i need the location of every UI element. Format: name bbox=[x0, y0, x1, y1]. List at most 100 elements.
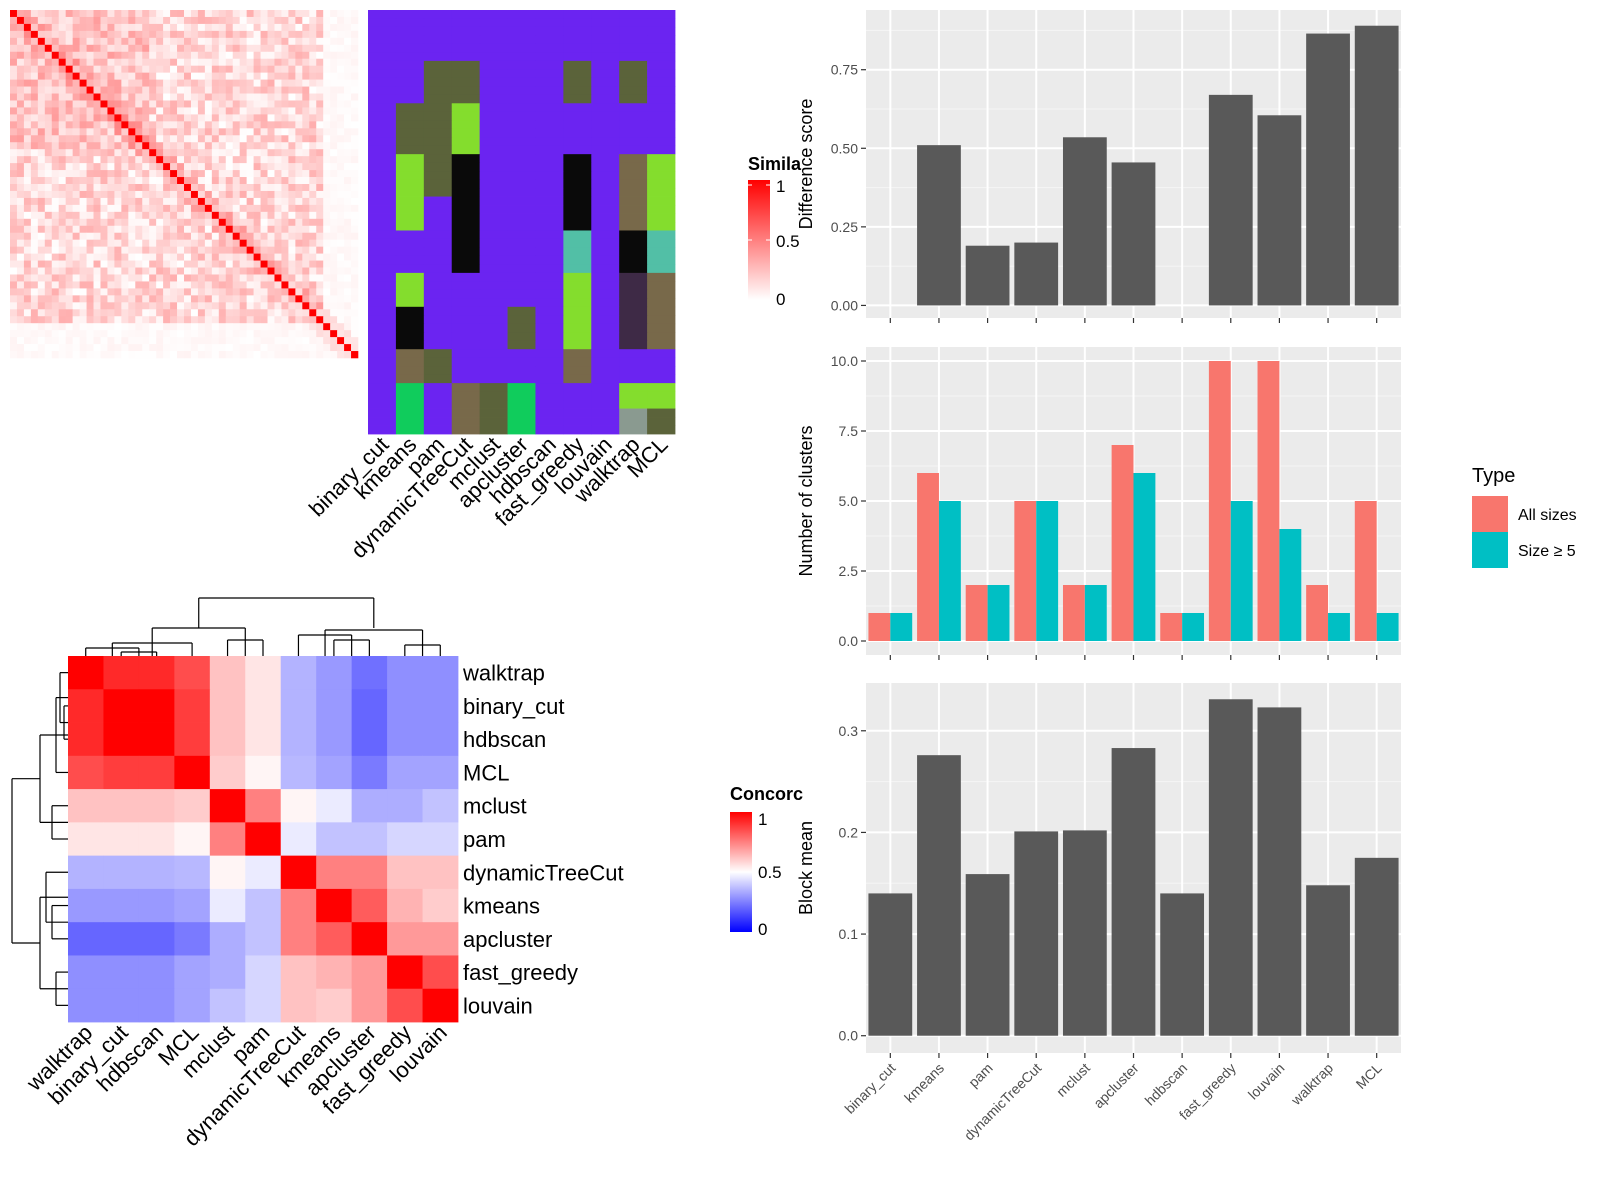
similarity-cell bbox=[79, 135, 87, 143]
similarity-cell bbox=[232, 274, 240, 282]
similarity-cell bbox=[128, 246, 136, 254]
similarity-cell bbox=[100, 37, 108, 46]
similarity-cell bbox=[337, 51, 345, 60]
similarity-cell bbox=[309, 302, 317, 310]
membership-cell bbox=[423, 340, 453, 350]
membership-cell bbox=[368, 188, 397, 197]
membership-cell bbox=[451, 230, 481, 240]
concordance-cell bbox=[387, 988, 423, 1023]
similarity-cell bbox=[274, 211, 282, 220]
similarity-cell bbox=[10, 44, 18, 53]
membership-cell bbox=[535, 383, 564, 392]
similarity-cell bbox=[267, 253, 275, 261]
similarity-cell bbox=[260, 337, 268, 345]
similarity-cell bbox=[232, 51, 240, 60]
similarity-cell bbox=[204, 44, 213, 53]
similarity-cell bbox=[295, 149, 303, 157]
similarity-cell bbox=[51, 184, 60, 192]
membership-cell bbox=[507, 332, 536, 342]
similarity-cell bbox=[79, 149, 87, 157]
similarity-cell bbox=[281, 72, 289, 80]
similarity-cell bbox=[253, 288, 261, 296]
similarity-cell bbox=[93, 86, 101, 94]
membership-cell bbox=[479, 383, 508, 392]
similarity-cell bbox=[281, 204, 289, 213]
concordance-cell bbox=[68, 722, 104, 757]
membership-cell bbox=[619, 137, 648, 147]
membership-cell bbox=[563, 264, 592, 274]
similarity-cell bbox=[351, 65, 359, 73]
membership-cell bbox=[507, 179, 536, 189]
similarity-cell bbox=[190, 65, 199, 73]
similarity-cell bbox=[65, 232, 73, 240]
similarity-cell bbox=[274, 100, 282, 108]
similarity-cell bbox=[295, 114, 303, 122]
membership-cell bbox=[423, 162, 453, 172]
similarity-cell bbox=[184, 246, 192, 254]
concordance-cell bbox=[138, 888, 175, 923]
similarity-cell bbox=[51, 295, 60, 303]
similarity-cell bbox=[330, 197, 338, 206]
similarity-cell bbox=[163, 218, 171, 227]
similarity-cell bbox=[232, 260, 240, 268]
similarity-cell bbox=[190, 288, 199, 296]
similarity-cell bbox=[274, 197, 282, 206]
similarity-cell bbox=[149, 302, 157, 310]
similarity-cell bbox=[232, 177, 240, 185]
similarity-cell bbox=[309, 337, 317, 345]
similarity-cell bbox=[246, 149, 254, 157]
membership-cell bbox=[535, 238, 564, 248]
similarity-cell bbox=[16, 197, 25, 206]
similarity-cell bbox=[316, 163, 324, 171]
membership-cell bbox=[479, 145, 508, 155]
similarity-cell bbox=[135, 246, 143, 254]
similarity-cell bbox=[135, 156, 143, 164]
similarity-cell bbox=[288, 156, 296, 164]
membership-cell bbox=[423, 255, 453, 265]
similarity-cell bbox=[337, 100, 345, 108]
similarity-cell bbox=[30, 253, 39, 261]
membership-cell bbox=[563, 94, 592, 104]
concordance-cell bbox=[422, 755, 459, 790]
similarity-cell bbox=[16, 211, 25, 220]
membership-cell bbox=[451, 94, 481, 104]
similarity-cell bbox=[142, 51, 150, 60]
similarity-cell bbox=[218, 253, 227, 261]
similarity-cell bbox=[37, 135, 46, 143]
similarity-cell bbox=[72, 344, 80, 352]
similarity-cell bbox=[79, 190, 87, 199]
similarity-cell bbox=[149, 93, 157, 101]
membership-cell bbox=[423, 366, 453, 376]
similarity-cell bbox=[253, 316, 261, 324]
similarity-cell bbox=[114, 121, 122, 129]
similarity-cell bbox=[267, 351, 275, 359]
similarity-cell bbox=[135, 253, 143, 261]
membership-cell bbox=[451, 272, 481, 282]
similarity-cell bbox=[309, 37, 317, 46]
membership-cell bbox=[591, 103, 620, 113]
similarity-cell bbox=[163, 184, 171, 192]
similarity-cell bbox=[351, 177, 359, 185]
similarity-cell bbox=[65, 177, 73, 185]
similarity-cell bbox=[253, 337, 261, 345]
membership-cell bbox=[423, 154, 453, 164]
similarity-cell bbox=[309, 135, 317, 143]
similarity-cell bbox=[197, 44, 206, 53]
similarity-cell bbox=[23, 309, 32, 317]
similarity-cell bbox=[93, 260, 101, 268]
concordance-cell bbox=[138, 755, 175, 790]
similarity-cell bbox=[253, 142, 261, 150]
similarity-cell bbox=[100, 323, 108, 331]
membership-cell bbox=[479, 196, 508, 206]
membership-cell bbox=[451, 128, 481, 138]
bar-mclust bbox=[1062, 137, 1107, 306]
similarity-cell bbox=[30, 128, 39, 136]
membership-cell bbox=[591, 374, 620, 384]
similarity-cell bbox=[239, 323, 247, 331]
similarity-cell bbox=[58, 114, 66, 122]
similarity-cell bbox=[351, 267, 359, 275]
similarity-cell bbox=[288, 135, 296, 143]
membership-cell bbox=[619, 179, 648, 189]
similarity-cell bbox=[211, 190, 220, 199]
similarity-cell bbox=[309, 309, 317, 317]
